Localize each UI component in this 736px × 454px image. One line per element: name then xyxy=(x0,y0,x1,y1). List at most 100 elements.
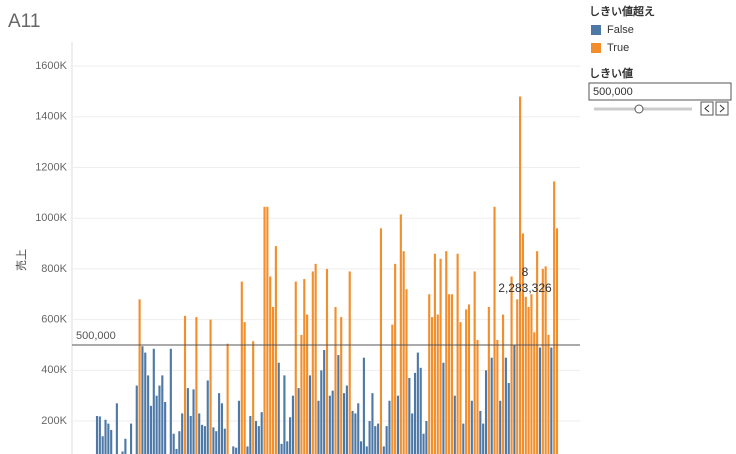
bar xyxy=(442,362,445,454)
annotation: 8 xyxy=(522,265,529,279)
legend-label: False xyxy=(607,24,634,36)
bar xyxy=(271,306,275,454)
bar xyxy=(183,315,187,454)
bar xyxy=(473,271,476,454)
bar xyxy=(399,214,402,454)
bar xyxy=(331,390,334,454)
bar xyxy=(212,427,215,454)
bar xyxy=(246,446,249,454)
parameter-value: 500,000 xyxy=(593,86,633,98)
bar xyxy=(95,415,99,454)
slider-thumb[interactable] xyxy=(634,104,644,114)
bar xyxy=(274,246,277,454)
bar xyxy=(391,324,394,454)
y-tick-label: 400K xyxy=(41,364,67,376)
bar xyxy=(152,348,155,454)
bar xyxy=(158,385,161,454)
bar xyxy=(408,377,411,454)
bar xyxy=(521,233,524,454)
bar xyxy=(124,438,127,454)
bar xyxy=(195,317,198,454)
bar xyxy=(232,446,235,454)
bar xyxy=(172,433,175,454)
bar xyxy=(425,421,428,454)
bar xyxy=(405,289,408,454)
bar xyxy=(433,253,436,454)
bar xyxy=(507,383,510,454)
bar xyxy=(459,322,462,454)
bar xyxy=(490,357,493,454)
legend-swatch[interactable] xyxy=(591,43,601,53)
bar xyxy=(402,251,405,454)
bar xyxy=(374,426,377,454)
bar xyxy=(161,375,164,454)
bar xyxy=(121,451,124,454)
bar xyxy=(450,294,454,454)
bar xyxy=(101,436,104,454)
bar xyxy=(501,314,505,454)
bar xyxy=(499,400,502,454)
bar xyxy=(419,367,422,454)
bar xyxy=(178,431,181,454)
bar xyxy=(115,403,118,454)
bar xyxy=(519,96,522,454)
bar xyxy=(155,395,158,454)
bar xyxy=(382,446,385,454)
sheet-title: A11 xyxy=(8,11,40,32)
bar xyxy=(482,423,485,454)
parameter-input[interactable] xyxy=(588,82,732,101)
bar xyxy=(249,415,252,454)
bar xyxy=(354,413,357,454)
bar xyxy=(470,400,473,454)
bar xyxy=(453,395,456,454)
step-forward[interactable] xyxy=(715,101,729,116)
bar xyxy=(445,251,448,454)
bar xyxy=(104,419,107,454)
bar xyxy=(536,251,539,454)
bar xyxy=(436,314,439,454)
bar xyxy=(317,400,320,454)
bar xyxy=(377,423,380,454)
bar xyxy=(203,426,206,454)
y-tick-label: 600K xyxy=(41,314,67,326)
bar xyxy=(283,375,286,454)
bar xyxy=(144,352,147,454)
bar xyxy=(289,417,292,454)
bar xyxy=(396,395,400,454)
bar xyxy=(533,332,536,454)
bar xyxy=(308,375,312,454)
bar xyxy=(360,441,363,454)
bar xyxy=(107,423,110,454)
bar xyxy=(550,347,553,454)
y-tick-label: 1400K xyxy=(35,111,67,123)
bar xyxy=(553,181,556,454)
bar xyxy=(371,393,374,454)
bar xyxy=(430,317,434,454)
reference-label: 500,000 xyxy=(76,330,116,342)
bar xyxy=(368,421,371,454)
step-back[interactable] xyxy=(700,101,714,116)
bar xyxy=(235,447,238,454)
bar xyxy=(323,350,326,454)
y-tick-label: 1000K xyxy=(35,212,67,224)
bar xyxy=(428,294,431,454)
bar xyxy=(351,410,354,454)
bar xyxy=(541,268,544,454)
bar xyxy=(513,344,516,454)
bar xyxy=(198,413,201,454)
bar xyxy=(465,309,468,454)
bar xyxy=(362,357,365,454)
bar xyxy=(209,319,212,454)
bar xyxy=(215,431,218,454)
bar xyxy=(379,228,383,454)
bar xyxy=(280,443,283,454)
bar xyxy=(334,306,337,454)
bar xyxy=(300,334,303,454)
bar xyxy=(311,271,314,454)
bar xyxy=(422,433,425,454)
bar xyxy=(263,206,266,454)
bar xyxy=(147,375,150,454)
bar xyxy=(291,395,294,454)
legend-swatch[interactable] xyxy=(591,25,601,35)
bar xyxy=(479,410,482,454)
